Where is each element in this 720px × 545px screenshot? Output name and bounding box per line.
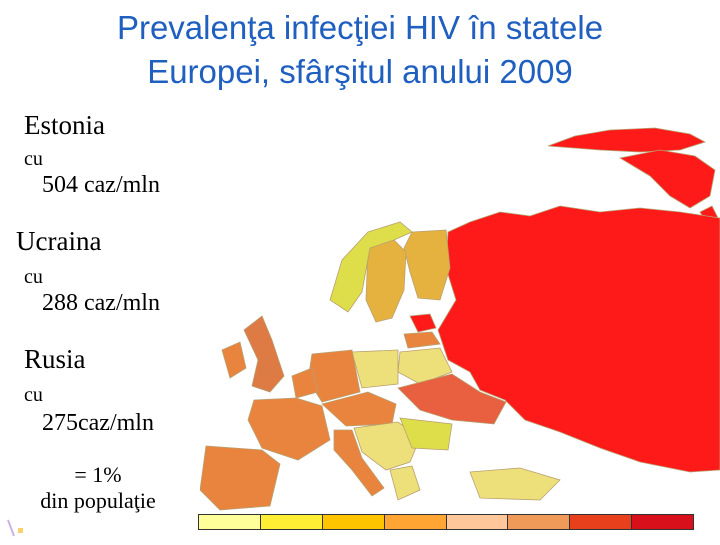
stats-panel: Estonia cu 504 caz/mln Ucraina cu 288 ca…	[0, 98, 200, 540]
arctic-island-1	[547, 127, 707, 153]
region-estonia	[409, 313, 437, 333]
population-note-line-2: din populaţie	[40, 488, 156, 513]
region-romania	[399, 417, 453, 451]
region-central-south	[321, 391, 397, 427]
region-benelux	[291, 367, 319, 399]
region-greece	[389, 465, 421, 501]
region-poland	[351, 349, 399, 389]
region-finland	[403, 229, 451, 301]
legend-swatch	[446, 515, 509, 529]
decorative-corner-icon	[7, 519, 23, 537]
stat-prefix-estonia: cu	[24, 148, 43, 170]
stat-prefix-ucraina: cu	[24, 266, 43, 288]
legend-swatch	[570, 515, 633, 529]
arctic-island-2	[618, 149, 716, 209]
population-note: = 1% din populaţie	[8, 462, 188, 514]
region-balkans	[353, 421, 421, 471]
legend-swatch	[508, 515, 571, 529]
region-latvia	[403, 331, 441, 349]
region-russia	[437, 205, 720, 473]
legend-swatch	[632, 515, 693, 529]
title-line-1: Prevalenţa infecţiei HIV în statele	[116, 9, 604, 46]
region-italy	[333, 429, 385, 497]
region-france	[247, 397, 331, 461]
color-legend	[198, 514, 694, 530]
region-great-britain	[243, 315, 285, 393]
region-sweden	[365, 237, 407, 323]
stat-value-rusia: 275caz/mln	[42, 410, 154, 436]
legend-swatch	[199, 515, 261, 529]
region-germany	[307, 349, 361, 403]
region-norway	[329, 221, 413, 313]
legend-swatch	[260, 515, 323, 529]
legend-swatch	[322, 515, 385, 529]
region-ireland	[221, 341, 247, 379]
stat-country-ucraina: Ucraina	[16, 226, 102, 256]
region-ukraine	[397, 373, 507, 425]
region-turkey	[469, 467, 561, 501]
stat-country-rusia: Rusia	[24, 344, 86, 374]
stat-country-estonia: Estonia	[24, 110, 105, 140]
stat-value-ucraina: 288 caz/mln	[42, 290, 160, 316]
title-line-2: Europei, sfârşitul anului 2009	[147, 53, 573, 90]
legend-swatch	[384, 515, 447, 529]
region-iberia	[199, 445, 281, 511]
page-title: Prevalenţa infecţiei HIV în statele Euro…	[0, 6, 720, 94]
population-note-line-1: = 1%	[74, 462, 122, 487]
stat-value-estonia: 504 caz/mln	[42, 172, 160, 198]
stat-prefix-rusia: cu	[24, 384, 43, 406]
